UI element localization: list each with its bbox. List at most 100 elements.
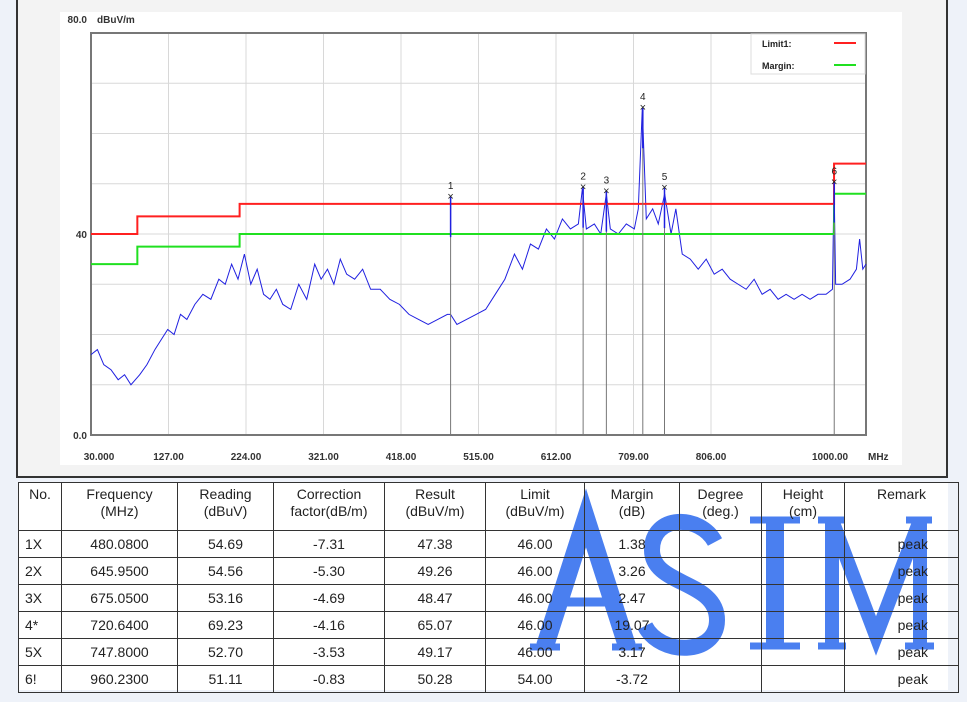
measurement-trace <box>90 108 867 386</box>
column-header: Limit (dBuV/m) <box>485 482 585 531</box>
table-cell: 1.38 <box>584 530 680 558</box>
table-cell <box>761 584 845 612</box>
y-tick-label: 0.0 <box>73 431 87 442</box>
results-table: No. Frequency (MHz) Reading (dBuV) Correction… <box>18 482 959 693</box>
table-cell: peak <box>844 665 959 693</box>
table-cell: 3X <box>18 584 62 612</box>
legend-label: Limit1: <box>762 39 792 49</box>
column-header: Remark <box>844 482 959 531</box>
table-cell: 69.23 <box>177 611 274 639</box>
column-header: No. <box>18 482 62 531</box>
table-cell: 47.38 <box>384 530 486 558</box>
marker-label: 4 <box>640 92 646 103</box>
marker-x: × <box>661 182 667 194</box>
table-cell: -4.69 <box>273 584 385 612</box>
y-unit-label: dBuV/m <box>97 15 135 26</box>
legend-label: Margin: <box>762 61 795 71</box>
column-header: Degree (deg.) <box>679 482 762 531</box>
column-header: Correction factor(dB/m) <box>273 482 385 531</box>
table-row: 5X 747.8000 52.70 -3.53 49.17 46.00 3.17 peak <box>18 638 959 666</box>
marker-x: × <box>831 176 837 188</box>
limit-line <box>91 162 866 235</box>
table-cell: peak <box>844 584 959 612</box>
table-cell: -7.31 <box>273 530 385 558</box>
x-tick-label: 127.00 <box>153 452 184 463</box>
table-cell: 54.56 <box>177 557 274 585</box>
marker-x: × <box>447 191 453 203</box>
table-cell: 48.47 <box>384 584 486 612</box>
table-cell: 747.8000 <box>61 638 178 666</box>
table-cell: peak <box>844 530 959 558</box>
table-row: 3X 675.0500 53.16 -4.69 48.47 46.00 2.47 peak <box>18 584 959 612</box>
column-header: Result (dBuV/m) <box>384 482 486 531</box>
table-cell: 46.00 <box>485 611 585 639</box>
x-tick-label: 321.00 <box>308 452 339 463</box>
table-row: 1X 480.0800 54.69 -7.31 47.38 46.00 1.38 peak <box>18 530 959 558</box>
table-cell: 2.47 <box>584 584 680 612</box>
table-cell <box>761 611 845 639</box>
marker-label: 2 <box>580 171 586 182</box>
table-cell: -3.53 <box>273 638 385 666</box>
x-tick-label: 1000.00 <box>812 452 849 463</box>
chart-panel <box>60 12 902 465</box>
column-header: Height (cm) <box>761 482 845 531</box>
table-cell <box>761 530 845 558</box>
marker-label: 3 <box>604 175 610 186</box>
table-cell: 51.11 <box>177 665 274 693</box>
table-cell: -5.30 <box>273 557 385 585</box>
x-unit-label: MHz <box>868 452 889 463</box>
table-cell: 46.00 <box>485 557 585 585</box>
table-cell: 49.26 <box>384 557 486 585</box>
column-header: Frequency (MHz) <box>61 482 178 531</box>
table-cell <box>679 584 762 612</box>
x-tick-label: 709.00 <box>618 452 649 463</box>
table-row: 2X 645.9500 54.56 -5.30 49.26 46.00 3.26 peak <box>18 557 959 585</box>
marker-x: × <box>603 185 609 197</box>
table-cell: 720.6400 <box>61 611 178 639</box>
x-tick-label: 612.00 <box>541 452 572 463</box>
table-cell <box>761 665 845 693</box>
table-cell: 3.26 <box>584 557 680 585</box>
table-row: 4* 720.6400 69.23 -4.16 65.07 46.00 19.07 peak <box>18 611 959 639</box>
table-cell: 46.00 <box>485 638 585 666</box>
y-tick-label: 80.0 <box>68 15 88 26</box>
table-cell: 52.70 <box>177 638 274 666</box>
x-tick-label: 418.00 <box>386 452 417 463</box>
marker-label: 1 <box>448 181 454 192</box>
table-cell: 46.00 <box>485 584 585 612</box>
table-cell: 5X <box>18 638 62 666</box>
table-cell: peak <box>844 611 959 639</box>
table-cell <box>761 638 845 666</box>
table-row: 6! 960.2300 51.11 -0.83 50.28 54.00 -3.72 peak <box>18 665 959 693</box>
table-cell: 4* <box>18 611 62 639</box>
table-cell: 54.69 <box>177 530 274 558</box>
table-cell: 1X <box>18 530 62 558</box>
table-cell <box>761 557 845 585</box>
table-cell: 46.00 <box>485 530 585 558</box>
table-cell: 645.9500 <box>61 557 178 585</box>
legend-box <box>750 33 866 75</box>
table-cell <box>679 665 762 693</box>
table-cell: -0.83 <box>273 665 385 693</box>
table-cell <box>679 530 762 558</box>
table-cell: 3.17 <box>584 638 680 666</box>
table-header-row: No. Frequency (MHz) Reading (dBuV) Correction… <box>18 482 959 531</box>
table-cell: 19.07 <box>584 611 680 639</box>
table-cell: 65.07 <box>384 611 486 639</box>
marker-label: 6 <box>831 166 837 177</box>
table-cell: -4.16 <box>273 611 385 639</box>
table-cell <box>679 557 762 585</box>
table-cell: 2X <box>18 557 62 585</box>
column-header: Margin (dB) <box>584 482 680 531</box>
table-cell: 54.00 <box>485 665 585 693</box>
table-cell: -3.72 <box>584 665 680 693</box>
x-tick-label: 806.00 <box>696 452 727 463</box>
marker-label: 5 <box>662 172 668 183</box>
table-cell: 53.16 <box>177 584 274 612</box>
table-cell: 960.2300 <box>61 665 178 693</box>
y-tick-label: 40 <box>76 230 88 241</box>
table-cell: 480.0800 <box>61 530 178 558</box>
table-cell: peak <box>844 557 959 585</box>
table-cell: 50.28 <box>384 665 486 693</box>
marker-x: × <box>580 181 586 193</box>
